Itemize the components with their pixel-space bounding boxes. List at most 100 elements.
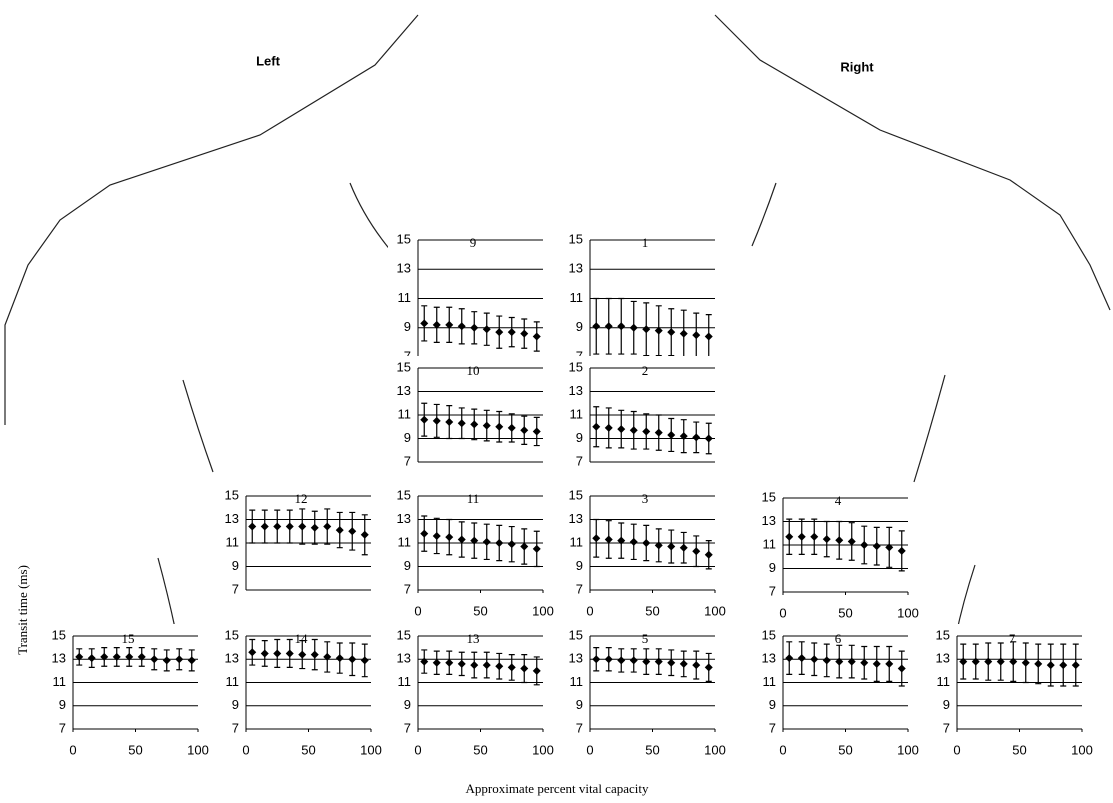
- figure: Left Right Transit time (ms) Approximate…: [0, 0, 1113, 803]
- y-tick-label: 11: [226, 674, 240, 689]
- y-tick-label: 9: [769, 697, 776, 712]
- x-tick-label: 0: [586, 603, 593, 618]
- y-tick-label: 11: [937, 674, 951, 689]
- panel-background: [388, 228, 549, 375]
- x-tick-label: 0: [779, 742, 786, 757]
- y-tick-label: 7: [576, 720, 583, 735]
- x-tick-label: 50: [838, 742, 852, 757]
- y-tick-label: 11: [398, 290, 412, 305]
- y-tick-label: 11: [570, 290, 584, 305]
- x-axis-label: Approximate percent vital capacity: [465, 781, 649, 796]
- y-tick-label: 13: [397, 651, 411, 666]
- y-tick-label: 13: [936, 651, 950, 666]
- panel-title: 6: [835, 631, 842, 646]
- y-tick-label: 15: [569, 487, 583, 502]
- panel-title: 2: [642, 363, 649, 378]
- y-axis-label: Transit time (ms): [15, 565, 30, 655]
- y-tick-label: 15: [569, 231, 583, 246]
- panel-title: 13: [467, 631, 480, 646]
- y-tick-label: 13: [52, 651, 66, 666]
- panel-title: 14: [295, 631, 309, 646]
- y-tick-label: 7: [232, 720, 239, 735]
- x-tick-label: 100: [704, 603, 726, 618]
- y-tick-label: 15: [397, 359, 411, 374]
- y-tick-label: 7: [59, 720, 66, 735]
- x-tick-label: 100: [1071, 742, 1093, 757]
- x-tick-label: 0: [779, 605, 786, 620]
- y-tick-label: 11: [763, 536, 777, 551]
- x-tick-label: 0: [953, 742, 960, 757]
- y-tick-label: 7: [769, 720, 776, 735]
- x-tick-label: 50: [1012, 742, 1026, 757]
- y-tick-label: 13: [569, 261, 583, 276]
- panel: 7911131505010014: [216, 624, 382, 757]
- panel-title: 4: [835, 493, 842, 508]
- panel: 7 9 11 13 15 2: [560, 356, 721, 480]
- y-tick-label: 9: [576, 319, 583, 334]
- y-tick-label: 13: [569, 383, 583, 398]
- y-tick-label: 13: [569, 511, 583, 526]
- y-tick-label: 15: [569, 359, 583, 374]
- x-tick-label: 50: [128, 742, 142, 757]
- y-tick-label: 13: [225, 511, 239, 526]
- panel-title: 10: [467, 363, 480, 378]
- y-tick-label: 15: [762, 489, 776, 504]
- x-tick-label: 0: [414, 742, 421, 757]
- y-tick-label: 9: [404, 319, 411, 334]
- x-tick-label: 50: [838, 605, 852, 620]
- y-tick-label: 11: [398, 534, 412, 549]
- y-tick-label: 15: [397, 231, 411, 246]
- y-tick-label: 13: [225, 651, 239, 666]
- panel: 7 9 11 13 15 0 50 100 3: [560, 484, 726, 618]
- side-label: Left: [256, 53, 281, 68]
- x-tick-label: 100: [532, 603, 554, 618]
- y-tick-label: 9: [404, 430, 411, 445]
- x-tick-label: 100: [360, 742, 382, 757]
- y-tick-label: 9: [232, 697, 239, 712]
- x-tick-label: 50: [645, 603, 659, 618]
- y-tick-label: 9: [404, 697, 411, 712]
- x-tick-label: 100: [897, 742, 919, 757]
- y-tick-label: 13: [569, 651, 583, 666]
- panel-title: 12: [295, 491, 308, 506]
- x-tick-label: 50: [301, 742, 315, 757]
- x-tick-label: 0: [586, 742, 593, 757]
- panel-title: 3: [642, 491, 649, 506]
- y-tick-label: 9: [59, 697, 66, 712]
- x-tick-label: 100: [897, 605, 919, 620]
- y-tick-label: 15: [397, 487, 411, 502]
- y-tick-label: 9: [576, 558, 583, 573]
- panel: 791113150501006: [753, 624, 919, 757]
- x-tick-label: 50: [645, 742, 659, 757]
- y-tick-label: 7: [404, 453, 411, 468]
- panel-title: 11: [467, 491, 480, 506]
- y-tick-label: 11: [763, 674, 777, 689]
- panel-title: 9: [470, 235, 477, 250]
- panel-title: 1: [642, 235, 649, 250]
- y-tick-label: 11: [570, 534, 584, 549]
- x-tick-label: 100: [187, 742, 209, 757]
- y-tick-label: 11: [398, 406, 412, 421]
- x-tick-label: 100: [532, 742, 554, 757]
- y-tick-label: 9: [404, 558, 411, 573]
- y-tick-label: 13: [762, 651, 776, 666]
- panel-title: 5: [642, 631, 649, 646]
- y-tick-label: 9: [576, 430, 583, 445]
- panel-title: 7: [1009, 631, 1016, 646]
- y-tick-label: 15: [569, 627, 583, 642]
- y-tick-label: 9: [576, 697, 583, 712]
- y-tick-label: 9: [232, 558, 239, 573]
- y-tick-label: 11: [570, 406, 584, 421]
- y-tick-label: 11: [226, 534, 240, 549]
- panel: 791113159: [388, 228, 549, 375]
- y-tick-label: 7: [576, 453, 583, 468]
- panel: 7911131510: [388, 356, 549, 480]
- y-tick-label: 7: [576, 581, 583, 596]
- x-tick-label: 0: [242, 742, 249, 757]
- panel: 7911131512: [216, 484, 377, 608]
- y-tick-label: 7: [232, 581, 239, 596]
- y-tick-label: 11: [570, 674, 584, 689]
